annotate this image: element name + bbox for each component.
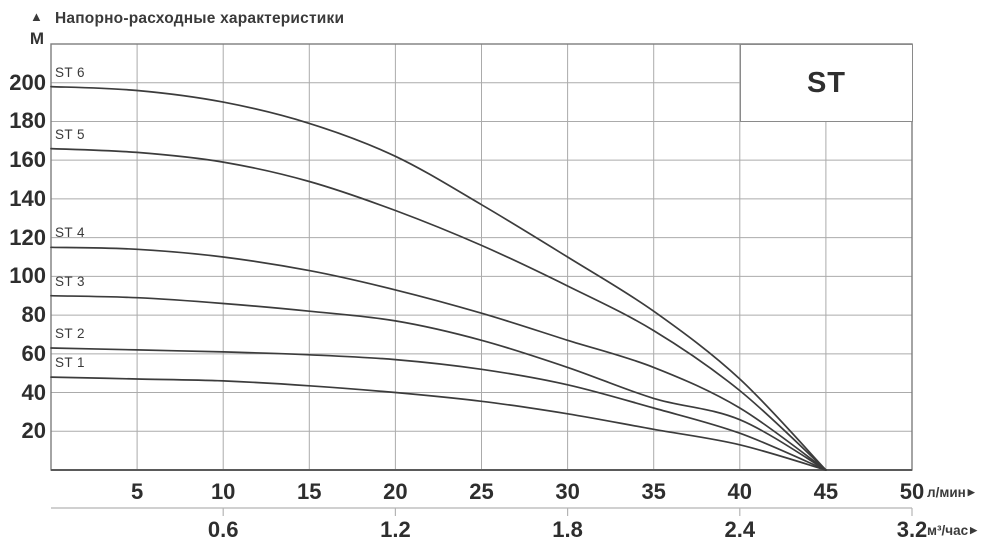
y-tick-label: 60 (21, 340, 46, 366)
x-secondary-tick-label: 1.2 (380, 517, 411, 542)
x-axis-unit: л/мин ▶ (927, 485, 975, 500)
y-tick-label: 40 (21, 379, 46, 405)
y-tick-label: 20 (21, 418, 46, 444)
curve-st6 (50, 85, 827, 471)
curve-st2 (50, 347, 827, 471)
curve-label-st3: ST 3 (55, 273, 85, 289)
x-secondary-tick-label: 1.8 (552, 517, 583, 542)
curve-label-st5: ST 5 (55, 126, 85, 142)
x-axis-secondary-unit: м³/час ▶ (927, 523, 977, 538)
curve-label-st1: ST 1 (55, 355, 85, 371)
x-tick-label: 5 (130, 479, 144, 504)
y-axis-unit: М (29, 29, 45, 48)
y-tick-label: 80 (21, 302, 46, 328)
x-tick-label: 20 (383, 479, 408, 504)
curve-st5 (50, 147, 827, 471)
x-secondary-tick-label: 0.6 (207, 517, 239, 542)
chart-title: Напорно-расходные характеристики (55, 10, 345, 27)
series-family-box: ST (740, 44, 913, 122)
x-tick-label: 50 (899, 479, 925, 504)
x-tick-label: 15 (297, 479, 322, 504)
x-tick-label: 35 (641, 479, 666, 504)
curve-st4 (50, 246, 827, 471)
curve-st3 (50, 294, 827, 471)
x-tick-label: 45 (813, 479, 839, 504)
x-tick-label: 40 (727, 479, 753, 504)
y-tick-label: 120 (9, 224, 46, 250)
x-axis-secondary-unit-text: м³/час (927, 523, 969, 538)
x-tick-label: 30 (555, 479, 580, 504)
curve-label-st4: ST 4 (55, 225, 85, 241)
x-secondary-tick-label: 3.2 (896, 517, 928, 542)
x-secondary-tick-label: 2.4 (724, 517, 756, 542)
curve-st1 (50, 376, 827, 471)
right-arrow-icon: ▶ (967, 487, 975, 497)
y-axis-arrow-icon: ▲ (30, 9, 43, 24)
curve-label-st2: ST 2 (55, 326, 85, 341)
right-arrow-icon: ▶ (970, 525, 978, 535)
y-tick-label: 140 (9, 185, 46, 211)
y-tick-label: 180 (9, 108, 46, 134)
series-family-label: ST (806, 66, 847, 99)
curve-label-st6: ST 6 (55, 64, 85, 80)
x-tick-label: 25 (469, 479, 494, 504)
y-tick-label: 200 (9, 69, 46, 95)
x-axis-unit-text: л/мин (927, 485, 966, 500)
y-tick-label: 160 (9, 147, 46, 173)
y-tick-label: 100 (9, 263, 46, 289)
x-tick-label: 10 (210, 479, 236, 504)
